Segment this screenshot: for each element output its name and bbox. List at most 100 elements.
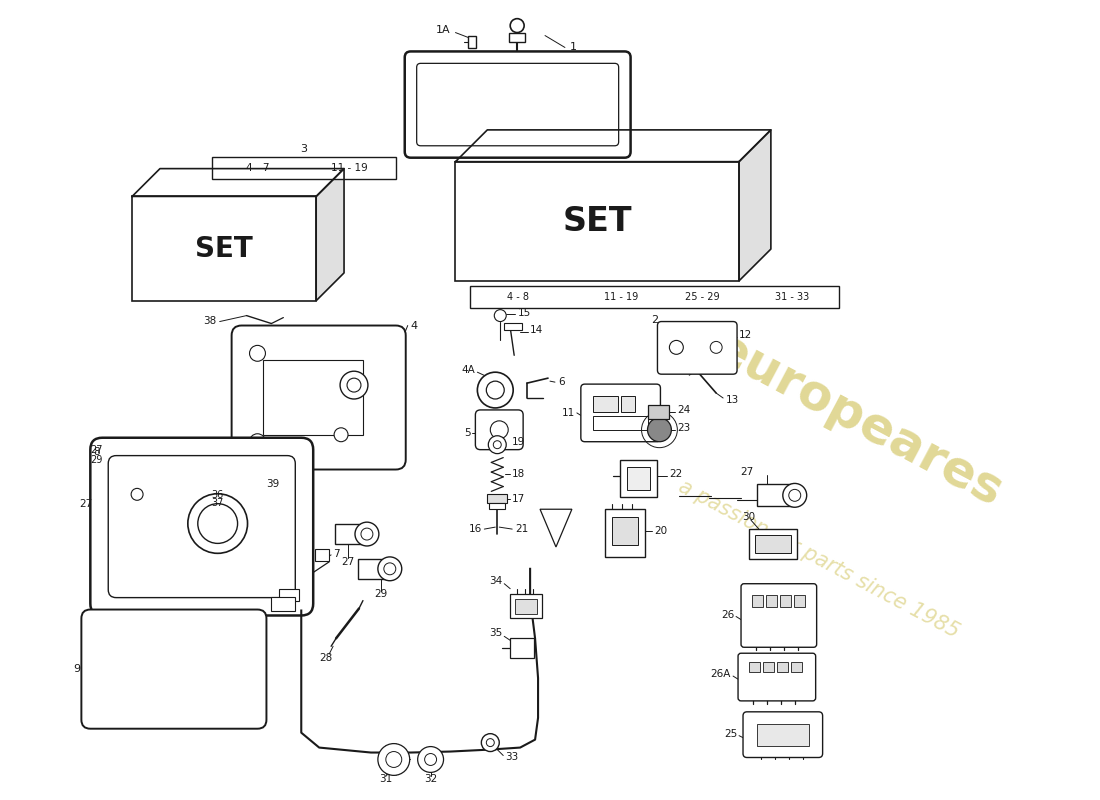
- Circle shape: [131, 488, 143, 500]
- Bar: [757, 724, 808, 746]
- Circle shape: [482, 734, 499, 751]
- Circle shape: [355, 522, 378, 546]
- Text: 8: 8: [94, 446, 100, 457]
- Bar: [605, 510, 645, 557]
- Bar: [777, 662, 788, 672]
- Text: 23: 23: [678, 423, 691, 433]
- Text: 1: 1: [570, 42, 576, 53]
- Text: 5: 5: [464, 428, 471, 438]
- Text: 38: 38: [204, 315, 217, 326]
- Circle shape: [241, 475, 253, 487]
- Bar: [510, 638, 535, 658]
- FancyBboxPatch shape: [742, 712, 823, 758]
- Text: 2: 2: [651, 314, 658, 325]
- Bar: [272, 597, 295, 610]
- Bar: [264, 360, 363, 434]
- Text: 12: 12: [739, 330, 752, 341]
- Circle shape: [486, 381, 504, 399]
- FancyBboxPatch shape: [475, 410, 524, 450]
- Text: 4A: 4A: [462, 366, 475, 375]
- Text: 35: 35: [490, 628, 503, 638]
- Circle shape: [250, 434, 265, 450]
- Text: 3: 3: [300, 144, 307, 154]
- Text: 22: 22: [670, 470, 683, 479]
- Bar: [755, 535, 791, 553]
- Text: 28: 28: [319, 653, 333, 663]
- Text: a passion for parts since 1985: a passion for parts since 1985: [675, 476, 962, 642]
- Bar: [612, 517, 638, 545]
- Bar: [648, 405, 670, 419]
- Text: 13: 13: [726, 395, 739, 405]
- Bar: [110, 446, 139, 466]
- Circle shape: [361, 528, 373, 540]
- Circle shape: [494, 310, 506, 322]
- FancyBboxPatch shape: [658, 322, 737, 374]
- Circle shape: [250, 346, 265, 362]
- Polygon shape: [455, 130, 771, 162]
- Text: 11 - 19: 11 - 19: [331, 162, 368, 173]
- Text: 29: 29: [374, 589, 387, 598]
- Circle shape: [386, 751, 402, 767]
- Text: 15: 15: [518, 308, 531, 318]
- Bar: [504, 322, 522, 330]
- Text: europeares: europeares: [706, 323, 1011, 516]
- Bar: [490, 503, 505, 510]
- Text: 18: 18: [513, 470, 526, 479]
- Bar: [471, 286, 838, 308]
- Circle shape: [491, 421, 508, 438]
- Circle shape: [789, 490, 801, 502]
- Text: 25: 25: [724, 729, 737, 738]
- Bar: [515, 598, 537, 614]
- Text: 39: 39: [266, 479, 279, 490]
- Bar: [791, 662, 802, 672]
- Bar: [757, 485, 795, 506]
- Text: 31: 31: [379, 774, 393, 784]
- FancyBboxPatch shape: [738, 654, 816, 701]
- Circle shape: [378, 557, 402, 581]
- Text: 27: 27: [90, 445, 102, 454]
- Text: 25 - 29: 25 - 29: [685, 292, 719, 302]
- Circle shape: [670, 341, 683, 354]
- Text: 16: 16: [469, 524, 482, 534]
- Bar: [620, 396, 635, 412]
- Text: 6: 6: [558, 377, 564, 387]
- Text: 32: 32: [424, 774, 437, 784]
- Circle shape: [334, 428, 348, 442]
- Text: 24: 24: [678, 405, 691, 415]
- Bar: [510, 594, 542, 618]
- FancyBboxPatch shape: [405, 51, 630, 158]
- Polygon shape: [540, 510, 572, 547]
- Text: 4: 4: [410, 321, 418, 330]
- Text: 17: 17: [513, 494, 526, 504]
- Circle shape: [783, 483, 806, 507]
- Text: 11: 11: [562, 408, 575, 418]
- Bar: [593, 416, 648, 430]
- Polygon shape: [316, 169, 344, 301]
- Text: 14: 14: [530, 326, 543, 335]
- Circle shape: [493, 441, 502, 449]
- Bar: [358, 559, 389, 578]
- Circle shape: [488, 436, 506, 454]
- FancyBboxPatch shape: [581, 384, 660, 442]
- Bar: [780, 594, 791, 606]
- Text: 33: 33: [505, 753, 518, 762]
- Circle shape: [510, 18, 524, 33]
- FancyBboxPatch shape: [417, 63, 618, 146]
- Text: 11 - 19: 11 - 19: [604, 292, 638, 302]
- Circle shape: [486, 738, 494, 746]
- Bar: [763, 662, 774, 672]
- Text: 31 - 33: 31 - 33: [776, 292, 810, 302]
- Bar: [749, 662, 760, 672]
- Text: 1A: 1A: [436, 25, 451, 34]
- Text: 19: 19: [513, 437, 526, 446]
- Bar: [132, 197, 316, 301]
- Text: 27: 27: [79, 498, 92, 509]
- Text: SET: SET: [196, 234, 253, 262]
- Text: 29: 29: [90, 454, 102, 465]
- Circle shape: [648, 418, 671, 442]
- Bar: [455, 162, 739, 281]
- Bar: [240, 487, 253, 495]
- Circle shape: [340, 371, 367, 399]
- Circle shape: [711, 342, 722, 354]
- Bar: [752, 594, 763, 606]
